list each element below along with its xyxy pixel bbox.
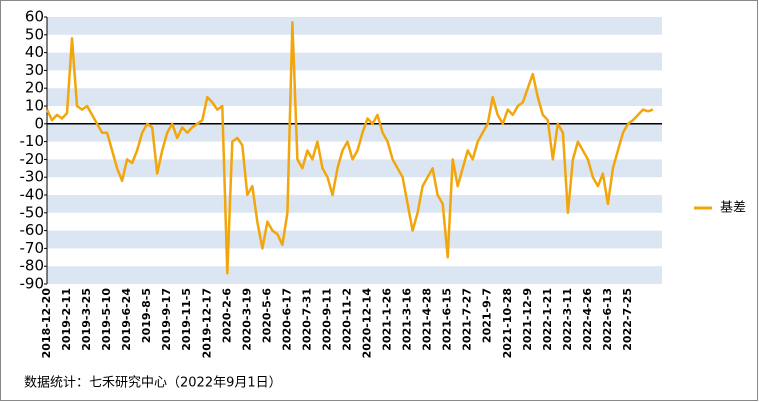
legend-label: 基差 (720, 201, 746, 216)
x-tick-label: 2020-11-2 (340, 288, 353, 351)
x-tick-label: 2020-7-31 (300, 288, 313, 351)
y-tick-label: -30 (20, 168, 45, 186)
footer: 数据统计：七禾研究中心（2022年9月1日） (24, 376, 282, 391)
x-tick-label: 2019-12-17 (200, 288, 213, 358)
y-tick-label: -20 (20, 150, 45, 168)
y-tick-label: -10 (20, 132, 45, 150)
x-tick-label: 2019-3-25 (80, 288, 93, 351)
x-tick-label: 2020-9-11 (320, 288, 333, 351)
x-tick-label: 2022-7-25 (621, 288, 634, 351)
grid-band (47, 123, 662, 142)
y-tick-label: 20 (25, 79, 44, 97)
x-tick-label: 2022-6-13 (601, 288, 614, 351)
y-tick-label: -80 (20, 257, 45, 275)
grid-band (47, 159, 662, 178)
x-tick-label: 2020-12-14 (361, 288, 374, 359)
x-tick-label: 2018-12-20 (40, 288, 53, 359)
x-tick-label: 2022-4-26 (581, 288, 594, 351)
grid-band (47, 230, 662, 249)
y-tick-label: 0 (34, 114, 44, 132)
y-tick-label: -70 (20, 239, 45, 257)
x-tick-label: 2021-1-26 (381, 288, 394, 351)
x-tick-label: 2021-3-16 (401, 288, 414, 351)
y-tick-label: -40 (20, 186, 45, 204)
x-tick-label: 2021-4-28 (421, 288, 434, 351)
grid-band (47, 88, 662, 106)
grid-band (47, 195, 662, 213)
x-tick-label: 2019-8-5 (140, 288, 153, 343)
x-tick-label: 2019-5-10 (100, 288, 113, 351)
y-tick-label: 60 (25, 8, 44, 26)
grid-band (47, 17, 662, 35)
x-tick-label: 2021-10-28 (501, 288, 514, 358)
x-tick-label: 2020-3-19 (240, 288, 253, 351)
x-tick-label: 2019-2-11 (60, 288, 73, 351)
x-tick-label: 2022-1-21 (541, 288, 554, 351)
x-tick-label: 2019-9-17 (160, 288, 173, 351)
x-tick-label: 2020-5-6 (260, 288, 273, 343)
x-tick-label: 2022-3-11 (561, 288, 574, 351)
y-tick-label: -50 (20, 203, 45, 221)
data-line (45, 21, 654, 275)
x-tick-label: 2020-6-17 (280, 288, 293, 351)
grid-band (47, 266, 662, 284)
y-tick-label: 10 (25, 97, 44, 115)
x-tick-label: 2020-2-6 (220, 288, 233, 343)
x-tick-label: 2021-7-27 (461, 288, 474, 351)
x-tick-label: 2019-6-24 (120, 288, 133, 351)
x-tick-label: 2021-9-7 (481, 288, 494, 343)
y-tick-label: 40 (25, 43, 44, 61)
x-tick-label: 2021-6-15 (441, 288, 454, 351)
y-tick-label: -60 (20, 221, 45, 239)
x-tick-label: 2021-12-9 (521, 288, 534, 351)
y-tick-label: 50 (25, 25, 44, 43)
y-tick-label: -90 (20, 275, 45, 293)
grid-band (47, 52, 662, 71)
y-tick-label: 30 (25, 61, 44, 79)
x-tick-label: 2019-11-5 (180, 288, 193, 351)
